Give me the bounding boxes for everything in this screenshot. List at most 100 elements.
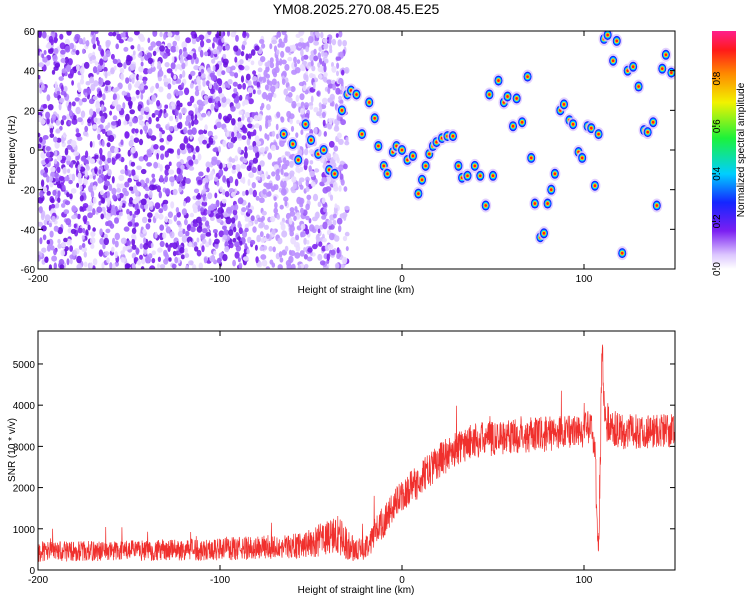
spectrogram-noise-speck — [280, 180, 284, 188]
spectrogram-noise-speck — [38, 196, 44, 204]
spectrogram-peak — [369, 111, 381, 126]
spectrogram-noise-speck — [89, 141, 93, 148]
spectrogram-noise-speck — [246, 165, 252, 172]
spectrogram-noise-speck — [317, 253, 323, 261]
spectrogram-noise-speck — [231, 118, 236, 126]
spectrogram-noise-speck — [174, 256, 179, 264]
spectrogram-noise-speck — [211, 158, 217, 166]
spectrogram-noise-speck — [98, 169, 102, 175]
spectrogram-noise-speck — [67, 104, 72, 112]
spectrogram-noise-speck — [51, 114, 57, 121]
spectrogram-noise-speck — [228, 229, 234, 237]
spectrogram-noise-speck — [225, 66, 231, 73]
spectrogram-noise-speck — [335, 33, 339, 38]
spectrogram-noise-speck — [135, 247, 140, 255]
spectrogram-noise-speck — [89, 237, 96, 244]
spectrogram-noise-speck — [94, 61, 99, 66]
spectrogram-noise-speck — [259, 124, 262, 132]
spectrogram-noise-speck — [144, 156, 148, 162]
spectrogram-noise-speck — [49, 127, 54, 134]
spectrogram-noise-speck — [100, 115, 106, 124]
spectrogram-noise-speck — [131, 169, 136, 176]
spectrogram-peak — [305, 133, 317, 148]
spectrogram-noise-speck — [332, 83, 337, 91]
peak-core — [571, 122, 575, 126]
spectrogram-noise-speck — [170, 45, 177, 53]
spectrogram-noise-speck — [200, 68, 205, 74]
spectrogram-noise-speck — [284, 151, 289, 156]
spectrogram-noise-speck — [303, 237, 307, 245]
spectrogram-noise-speck — [251, 182, 256, 189]
spectrogram-noise-speck — [241, 135, 247, 141]
spectrogram-noise-speck — [84, 92, 88, 98]
spectrogram-peak — [516, 115, 528, 130]
spectrogram-noise-speck — [117, 62, 123, 68]
spectrogram-noise-speck — [100, 197, 105, 204]
spectrogram-noise-speck — [194, 114, 198, 121]
spectrogram-noise-speck — [130, 73, 136, 80]
spectrogram-noise-speck — [79, 67, 85, 75]
spectrogram-noise-speck — [281, 163, 288, 170]
spectrogram-noise-speck — [58, 76, 64, 81]
spectrogram-noise-speck — [45, 111, 51, 119]
spectrogram-noise-speck — [157, 263, 160, 269]
peak-core — [497, 79, 500, 82]
spectrogram-noise-speck — [89, 76, 95, 84]
spectrogram-noise-speck — [176, 211, 181, 218]
spectrogram-noise-speck — [89, 262, 93, 269]
spectrogram-noise-speck — [185, 196, 191, 203]
spectrogram-peak — [483, 87, 495, 102]
spectrogram-noise-speck — [38, 221, 43, 227]
peak-core — [304, 122, 307, 126]
spectrogram-noise-speck — [205, 241, 210, 248]
spectrogram-noise-speck — [38, 62, 44, 68]
spectrogram-noise-speck — [118, 211, 123, 217]
spectrogram-noise-speck — [277, 264, 283, 269]
spectrogram-noise-speck — [131, 96, 136, 102]
spectrogram-noise-speck — [300, 48, 304, 57]
spectrogram-noise-speck — [60, 249, 66, 257]
spectrogram-noise-speck — [321, 50, 325, 57]
spectrogram-noise-speck — [323, 76, 328, 83]
spectrogram-noise-speck — [237, 197, 244, 205]
spectrogram-noise-speck — [297, 264, 302, 269]
spectrogram-noise-speck — [245, 189, 249, 196]
spectrogram-noise-speck — [76, 136, 83, 141]
spectrogram-noise-speck — [185, 37, 192, 44]
spectrogram-noise-speck — [250, 117, 253, 122]
spectrogram-noise-speck — [147, 68, 153, 74]
spectrogram-noise-speck — [76, 182, 80, 188]
spectrogram-noise-speck — [77, 227, 83, 234]
spectrogram-y-tick-label: 20 — [24, 106, 36, 117]
spectrogram-noise-speck — [313, 55, 319, 62]
spectrogram-noise-speck — [69, 68, 75, 77]
spectrogram-noise-speck — [73, 114, 77, 121]
spectrogram-noise-speck — [273, 207, 279, 214]
spectrogram-noise-speck — [166, 134, 173, 142]
spectrogram-noise-speck — [197, 179, 203, 185]
spectrogram-noise-speck — [134, 31, 140, 36]
spectrogram-noise-speck — [68, 120, 72, 125]
spectrogram-noise-speck — [335, 87, 341, 95]
colorbar-ticks: 0.0 0.2 0.4 0.6 0.8 — [712, 71, 723, 276]
spectrogram-noise-speck — [155, 82, 160, 89]
spectrogram-noise-speck — [53, 37, 58, 44]
spectrogram-noise-speck — [64, 147, 69, 156]
spectrogram-noise-speck — [302, 54, 309, 60]
spectrogram-noise-speck — [75, 155, 80, 161]
spectrogram-noise-speck — [171, 31, 178, 35]
spectrogram-noise-speck — [69, 42, 75, 50]
spectrogram-noise-speck — [38, 115, 43, 122]
spectrogram-noise-speck — [244, 65, 250, 71]
spectrogram-noise-speck — [247, 53, 253, 59]
spectrogram-noise-speck — [257, 67, 263, 73]
spectrogram-noise-speck — [237, 121, 243, 129]
spectrogram-noise-speck — [105, 228, 111, 234]
spectrogram-noise-speck — [92, 124, 98, 129]
spectrogram-noise-speck — [132, 50, 136, 56]
spectrogram-noise-speck — [164, 175, 168, 183]
spectrogram-peak — [396, 143, 408, 157]
spectrogram-noise-speck — [271, 171, 276, 177]
peak-core — [506, 95, 509, 98]
spectrogram-noise-speck — [229, 71, 236, 77]
